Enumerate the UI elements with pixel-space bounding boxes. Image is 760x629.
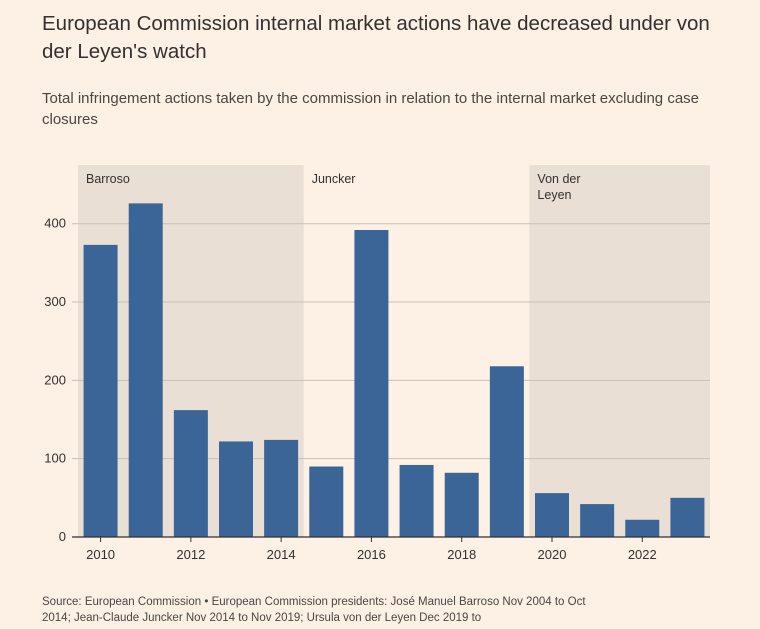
period-label: Von der Leyen bbox=[537, 172, 580, 202]
period-label: Juncker bbox=[312, 172, 356, 186]
bar-2023 bbox=[670, 497, 705, 537]
bar-2017 bbox=[399, 464, 434, 537]
bar-2016 bbox=[354, 230, 389, 537]
x-tick-label: 2018 bbox=[447, 547, 476, 562]
bar-2014 bbox=[264, 439, 299, 537]
bar-2013 bbox=[219, 441, 253, 537]
bar-2019 bbox=[489, 366, 524, 537]
bar-2011 bbox=[128, 203, 163, 537]
period-band bbox=[529, 165, 710, 537]
y-tick-label: 400 bbox=[44, 216, 66, 231]
chart-title: European Commission internal market acti… bbox=[42, 12, 710, 63]
chart-subtitle: Total infringement actions taken by the … bbox=[42, 90, 700, 128]
x-tick-label: 2016 bbox=[357, 547, 386, 562]
y-tick-label: 100 bbox=[44, 451, 66, 466]
y-tick-label: 300 bbox=[44, 294, 66, 309]
bar-2020 bbox=[535, 493, 569, 537]
x-tick-label: 2010 bbox=[86, 547, 115, 562]
period-label: Barroso bbox=[86, 172, 130, 186]
y-tick-label: 200 bbox=[44, 372, 66, 387]
y-tick-label: 0 bbox=[59, 529, 66, 544]
x-tick-label: 2014 bbox=[267, 547, 296, 562]
bar-2022 bbox=[625, 519, 660, 537]
x-tick-label: 2020 bbox=[538, 547, 567, 562]
x-tick-label: 2012 bbox=[176, 547, 205, 562]
bar-2018 bbox=[444, 472, 479, 537]
x-tick-label: 2022 bbox=[628, 547, 657, 562]
source-note: Source: European Commission • European C… bbox=[42, 596, 586, 624]
bar-2010 bbox=[83, 244, 118, 537]
bar-2012 bbox=[173, 410, 208, 537]
bar-chart: Barroso Juncker Von der Leyen 0 100 200 300 400 2… bbox=[44, 165, 710, 562]
bar-2015 bbox=[309, 466, 344, 537]
bar-2021 bbox=[580, 504, 615, 537]
